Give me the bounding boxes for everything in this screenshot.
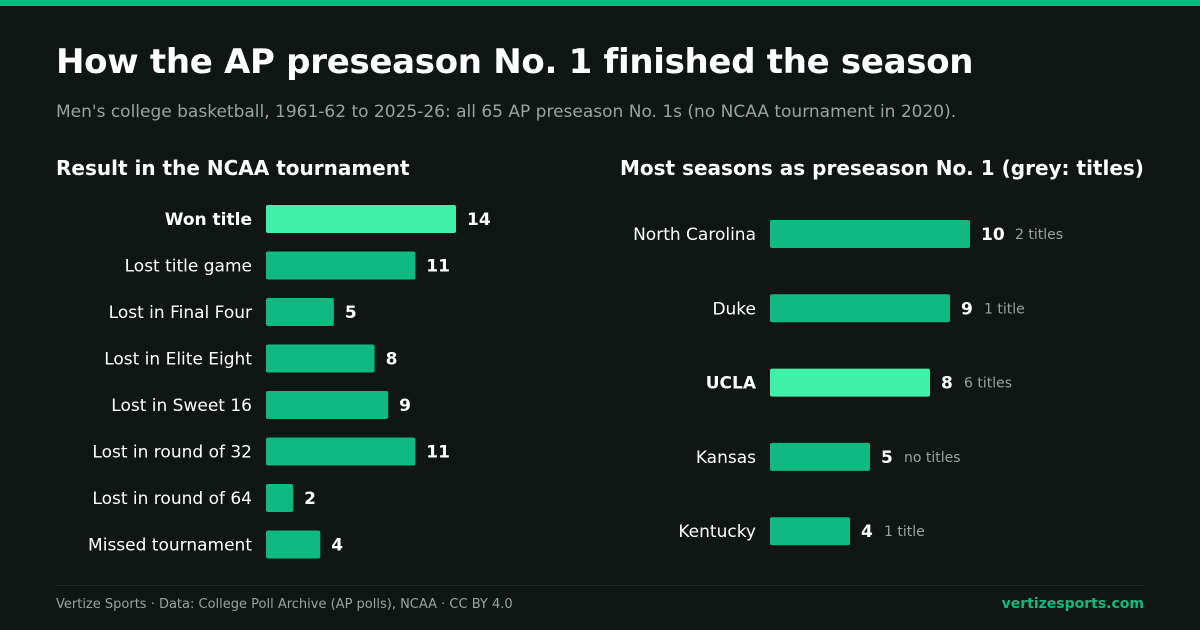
bar (266, 344, 375, 373)
footer-divider (56, 585, 1144, 586)
right-chart-title: Most seasons as preseason No. 1 (grey: t… (620, 156, 1144, 180)
category-label: UCLA (706, 374, 757, 394)
footer-credit: Vertize Sports · Data: College Poll Arch… (56, 597, 513, 612)
bar (770, 442, 870, 471)
value-label: 11 (426, 257, 450, 277)
value-label: 14 (467, 210, 491, 230)
value-label: 8 (386, 350, 398, 370)
tournament-result-chart: Won title 14 Lost title game 11 Lost in Fina… (88, 205, 491, 559)
bar (266, 298, 334, 326)
category-label: North Carolina (633, 225, 756, 245)
category-label: Lost in Elite Eight (104, 350, 252, 370)
bar (266, 530, 321, 559)
value-label: 10 (981, 225, 1005, 245)
bar (266, 251, 416, 280)
category-label: Lost in round of 64 (92, 489, 252, 509)
value-label: 5 (345, 303, 357, 323)
category-label: Lost in Final Four (109, 303, 252, 323)
page-title: How the AP preseason No. 1 finished the … (56, 42, 974, 82)
bar (266, 484, 294, 512)
bar (266, 437, 416, 466)
value-label: 5 (881, 448, 893, 468)
annotation-label: 6 titles (964, 376, 1012, 392)
bar (770, 220, 970, 248)
bar (770, 368, 930, 397)
value-label: 9 (399, 396, 411, 416)
footer-site-link[interactable]: vertizesports.com (1001, 596, 1144, 612)
value-label: 4 (331, 536, 343, 556)
left-chart-title: Result in the NCAA tournament (56, 156, 410, 180)
annotation-label: no titles (904, 450, 961, 466)
bar (770, 294, 950, 323)
value-label: 11 (426, 443, 450, 463)
value-label: 2 (304, 489, 316, 509)
bar (266, 391, 389, 419)
annotation-label: 1 title (984, 301, 1025, 317)
annotation-label: 2 titles (1015, 227, 1063, 243)
annotation-label: 1 title (884, 524, 925, 540)
category-label: Duke (712, 299, 756, 319)
category-label: Lost in round of 32 (92, 443, 252, 463)
category-label: Missed tournament (88, 536, 252, 556)
page-subtitle: Men's college basketball, 1961-62 to 202… (56, 102, 957, 122)
category-label: Kentucky (678, 522, 756, 542)
bar (770, 517, 850, 546)
category-label: Lost title game (125, 257, 252, 277)
value-label: 8 (941, 374, 953, 394)
top-accent-bar (0, 0, 1200, 6)
value-label: 4 (861, 522, 873, 542)
bar (266, 205, 456, 233)
category-label: Kansas (696, 448, 756, 468)
value-label: 9 (961, 299, 973, 319)
category-label: Lost in Sweet 16 (111, 396, 252, 416)
category-label: Won title (165, 210, 252, 230)
